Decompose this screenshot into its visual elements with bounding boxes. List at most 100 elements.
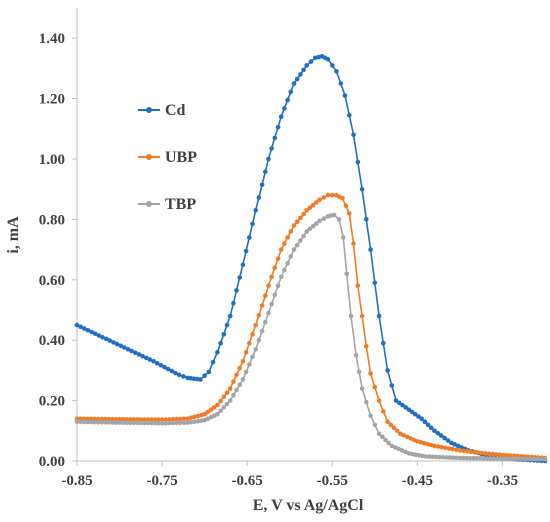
data-point-tbp <box>380 434 385 440</box>
data-point-tbp <box>364 399 369 405</box>
data-point-tbp <box>336 217 342 222</box>
data-point-tbp <box>185 420 190 425</box>
data-point-ubp <box>401 433 407 438</box>
data-point-cd <box>428 425 434 431</box>
data-point-ubp <box>385 419 390 425</box>
data-point-tbp <box>310 223 316 229</box>
data-point-tbp <box>167 420 172 426</box>
data-point-tbp <box>78 419 83 425</box>
data-point-tbp <box>331 212 337 218</box>
data-point-tbp <box>410 451 415 457</box>
data-point-ubp <box>218 398 223 404</box>
data-point-tbp <box>288 254 294 259</box>
data-point-tbp <box>81 419 87 425</box>
data-point-tbp <box>181 420 187 426</box>
data-point-ubp <box>321 195 327 200</box>
data-point-cd <box>308 59 314 64</box>
data-point-cd <box>419 416 424 422</box>
data-point-tbp <box>240 377 246 382</box>
data-point-ubp <box>494 452 499 457</box>
data-point-tbp <box>528 456 533 462</box>
data-point-ubp <box>240 359 246 364</box>
data-point-ubp <box>243 350 249 355</box>
data-point-tbp <box>178 420 183 426</box>
data-point-tbp <box>88 419 94 425</box>
data-point-cd <box>285 97 290 103</box>
data-point-tbp <box>481 456 487 461</box>
data-point-tbp <box>517 456 522 462</box>
data-point-cd <box>74 322 80 328</box>
data-point-tbp <box>539 456 544 462</box>
data-point-tbp <box>174 420 179 426</box>
data-point-cd <box>425 422 431 428</box>
data-point-ubp <box>221 394 227 400</box>
legend-label-cd: Cd <box>165 102 186 119</box>
x-tick-label: -0.75 <box>146 473 177 489</box>
data-point-cd <box>278 114 284 119</box>
data-point-cd <box>372 280 378 286</box>
data-point-tbp <box>250 354 255 360</box>
data-point-tbp <box>120 420 126 426</box>
data-point-tbp <box>278 274 284 280</box>
data-point-tbp <box>386 440 391 446</box>
data-point-tbp <box>498 456 504 462</box>
data-point-tbp <box>195 418 201 424</box>
data-point-ubp <box>208 407 214 413</box>
data-point-ubp <box>263 293 268 299</box>
data-point-cd <box>176 372 182 378</box>
y-axis-title: i, mA <box>5 216 22 254</box>
data-point-ubp <box>483 451 488 456</box>
data-point-tbp <box>282 267 287 273</box>
x-tick-label: -0.55 <box>317 473 348 489</box>
data-point-tbp <box>269 301 274 307</box>
data-point-cd <box>210 359 216 365</box>
data-point-cd <box>103 336 109 342</box>
data-point-tbp <box>156 420 161 426</box>
legend-label-ubp: UBP <box>165 149 197 166</box>
data-point-ubp <box>364 343 369 349</box>
data-point-tbp <box>399 448 405 453</box>
data-point-tbp <box>224 401 230 407</box>
data-point-tbp <box>221 405 227 410</box>
data-point-tbp <box>513 456 519 462</box>
data-point-tbp <box>542 456 548 462</box>
data-point-ubp <box>275 256 281 262</box>
data-point-cd <box>144 355 149 361</box>
data-point-tbp <box>467 455 473 461</box>
data-point-ubp <box>388 422 394 428</box>
data-point-ubp <box>237 365 242 371</box>
data-point-cd <box>412 411 418 417</box>
data-point-tbp <box>256 337 262 343</box>
data-point-tbp <box>353 353 359 358</box>
data-point-tbp <box>440 454 446 460</box>
data-point-tbp <box>92 419 97 425</box>
data-point-cd <box>330 63 335 68</box>
data-point-ubp <box>181 416 187 422</box>
data-point-cd <box>240 262 246 268</box>
data-point-ubp <box>106 416 112 422</box>
data-point-tbp <box>113 420 119 425</box>
data-point-tbp <box>359 386 365 391</box>
data-point-ubp <box>99 416 105 422</box>
data-point-cd <box>221 331 227 337</box>
data-point-ubp <box>464 449 470 454</box>
data-point-tbp <box>138 420 144 426</box>
data-point-tbp <box>266 310 271 316</box>
data-point-ubp <box>372 384 378 390</box>
data-point-cd <box>400 402 405 408</box>
data-point-ubp <box>234 372 239 378</box>
data-point-ubp <box>347 211 352 216</box>
data-point-ubp <box>103 416 108 422</box>
data-point-tbp <box>420 453 425 459</box>
data-point-cd <box>393 398 399 403</box>
legend: Cd UBP TBP <box>138 102 197 213</box>
data-point-cd <box>215 350 220 355</box>
x-axis-title: E, V vs Ag/AgCl <box>253 497 364 514</box>
data-point-cd <box>397 400 402 406</box>
data-point-tbp <box>520 456 526 462</box>
data-point-tbp <box>413 452 419 458</box>
data-point-tbp <box>348 313 354 319</box>
data-point-cd <box>422 419 428 425</box>
